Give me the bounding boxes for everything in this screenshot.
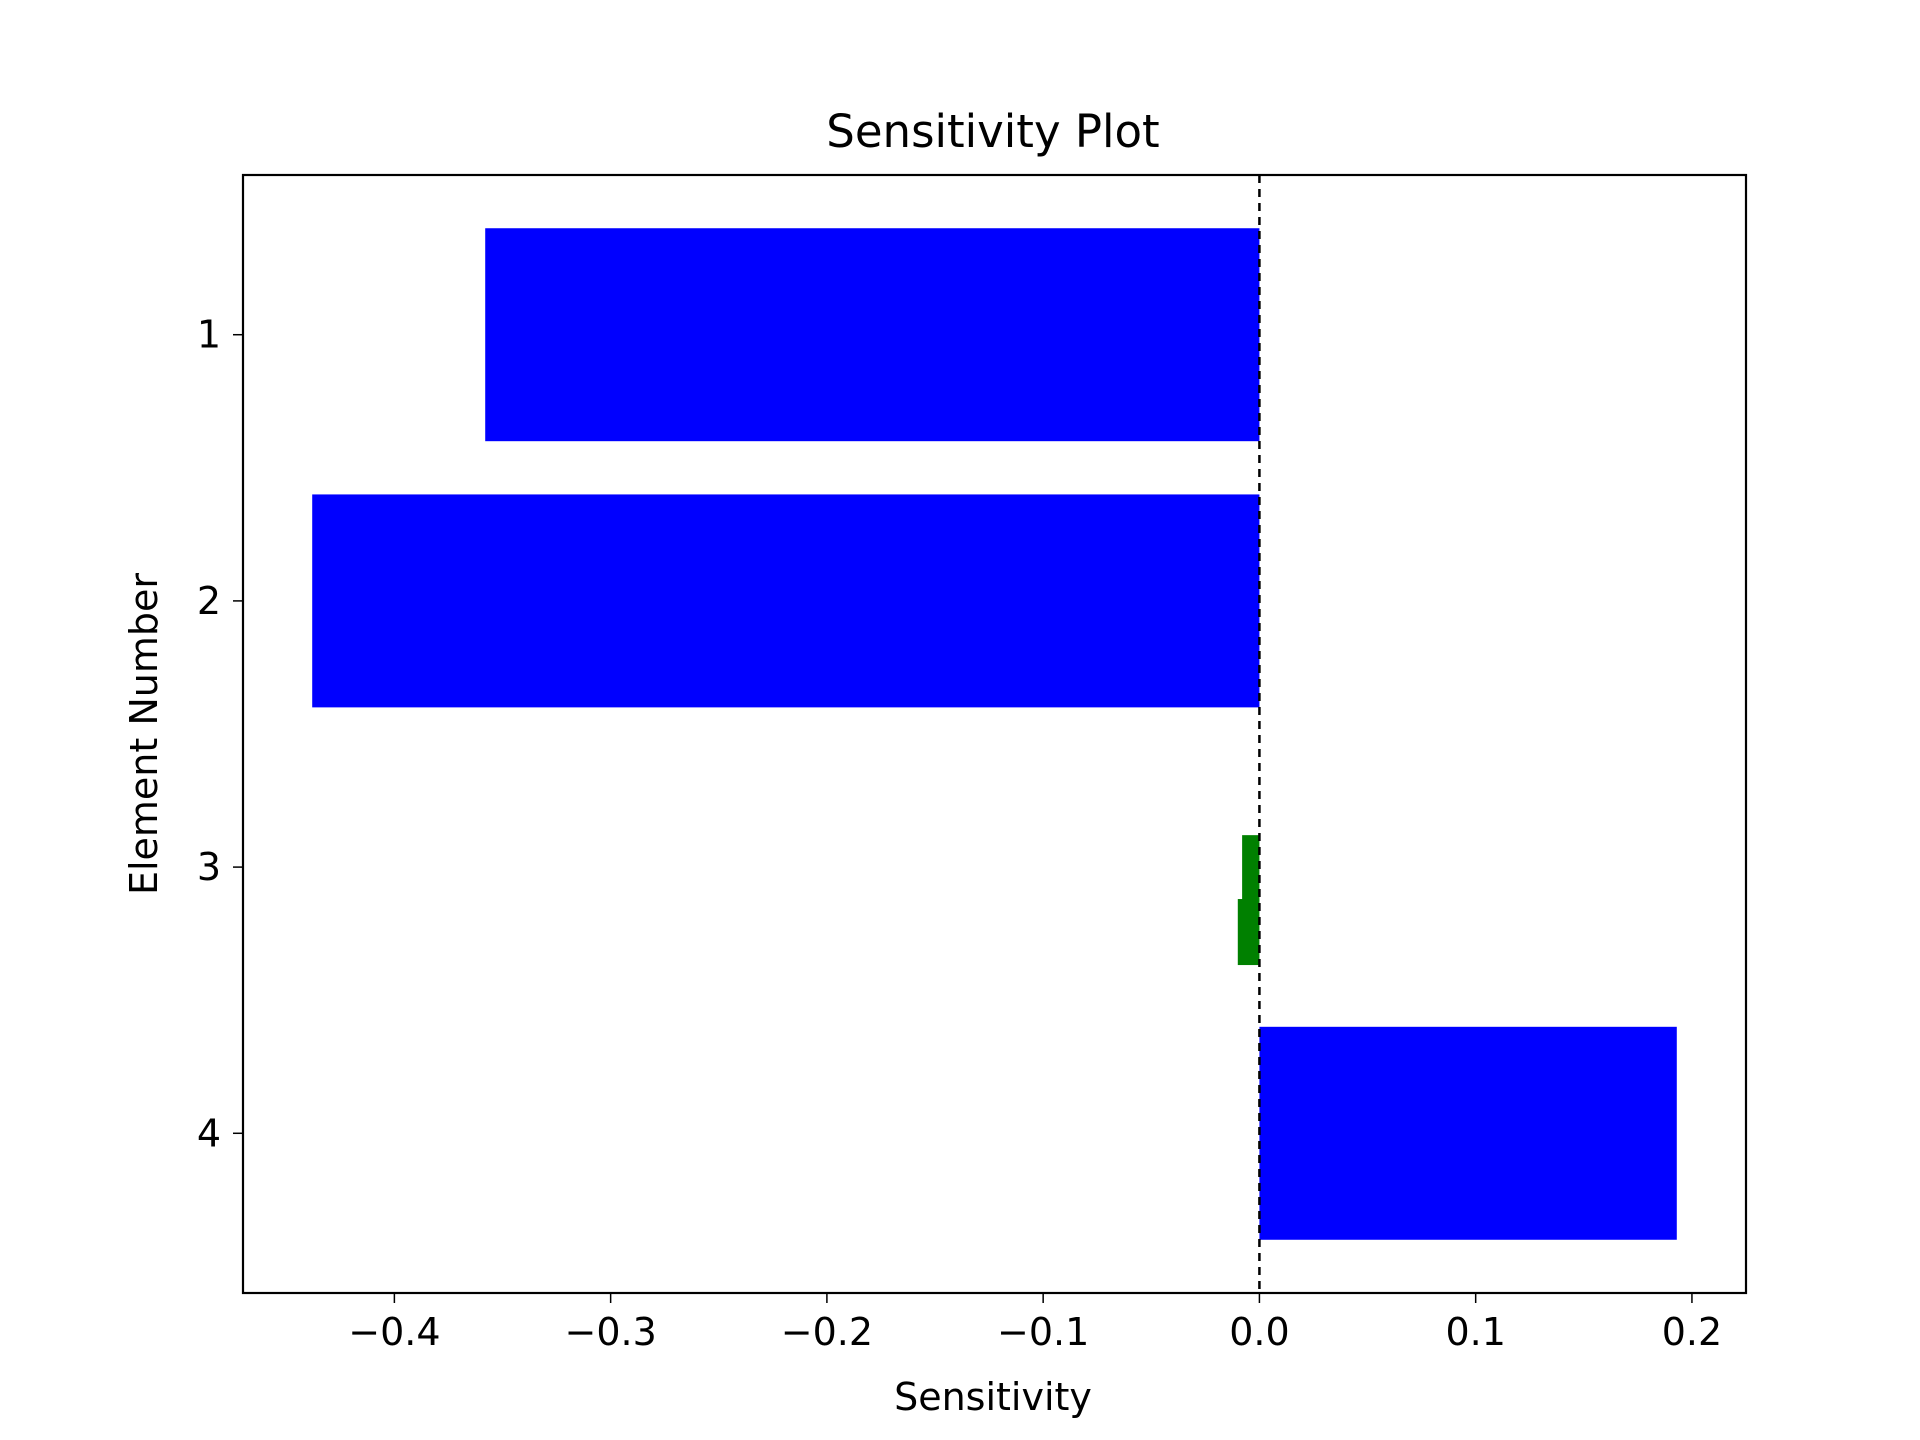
x-axis: −0.4 −0.3 −0.2 −0.1 0.0 0.1 0.2 bbox=[348, 1293, 1722, 1354]
bar-element-1 bbox=[485, 228, 1260, 442]
x-axis-label: Sensitivity bbox=[894, 1375, 1092, 1419]
y-tick-label: 4 bbox=[197, 1111, 221, 1155]
x-tick-label: −0.4 bbox=[348, 1310, 440, 1354]
y-tick-label: 3 bbox=[197, 845, 221, 889]
x-tick-label: −0.2 bbox=[781, 1310, 873, 1354]
bar-element-2 bbox=[312, 494, 1260, 708]
y-axis-label: Element Number bbox=[122, 573, 166, 895]
small-bar-element-3-1 bbox=[1242, 835, 1260, 902]
y-axis: 1 2 3 4 bbox=[197, 313, 243, 1155]
chart-title: Sensitivity Plot bbox=[826, 105, 1159, 158]
x-tick-label: −0.3 bbox=[564, 1310, 656, 1354]
x-tick-label: 0.1 bbox=[1445, 1310, 1505, 1354]
x-tick-label: 0.2 bbox=[1662, 1310, 1722, 1354]
bar-element-4 bbox=[1259, 1026, 1677, 1240]
y-tick-label: 2 bbox=[197, 579, 221, 623]
x-tick-label: 0.0 bbox=[1229, 1310, 1289, 1354]
bars-layer bbox=[312, 228, 1677, 1240]
small-bar-element-3-2 bbox=[1237, 899, 1260, 966]
y-tick-label: 1 bbox=[197, 313, 221, 357]
x-tick-label: −0.1 bbox=[997, 1310, 1089, 1354]
plot-frame bbox=[241, 173, 1748, 1295]
